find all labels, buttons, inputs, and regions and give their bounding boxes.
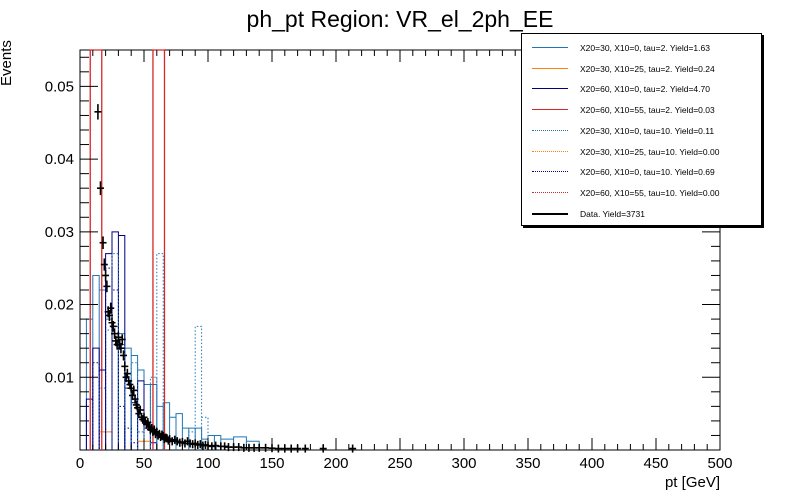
legend-label: X20=60, X10=55, tau=10. Yield=0.00	[580, 187, 720, 198]
legend-label: X20=30, X10=0, tau=2. Yield=1.63	[580, 43, 710, 53]
y-tick-label-0: 0.01	[45, 369, 74, 386]
legend-swatch	[532, 67, 568, 69]
x-tick-label-2: 100	[195, 455, 220, 472]
legend-swatch	[532, 150, 568, 152]
legend-entry: X20=60, X10=0, tau=2. Yield=4.70	[522, 79, 761, 99]
chart-title: ph_pt Region: VR_el_2ph_EE	[246, 6, 554, 32]
x-tick-label-10: 500	[707, 455, 732, 472]
legend-entry: X20=60, X10=55, tau=2. Yield=0.03	[522, 100, 761, 120]
legend-entry: Data. Yield=3731	[522, 204, 761, 224]
y-axis-label: Events	[0, 40, 15, 86]
legend-swatch	[532, 47, 568, 48]
legend-label: Data. Yield=3731	[580, 208, 645, 219]
legend-label: X20=60, X10=55, tau=2. Yield=0.03	[580, 105, 715, 116]
x-tick-label-0: 0	[76, 455, 84, 472]
legend-swatch	[532, 129, 568, 131]
legend-label: X20=60, X10=0, tau=10. Yield=0.69	[580, 167, 715, 178]
histogram-series-3	[89, 49, 166, 450]
legend-entry: X20=60, X10=0, tau=10. Yield=0.69	[522, 162, 761, 182]
legend-swatch	[532, 191, 568, 193]
x-tick-label-7: 350	[515, 455, 540, 472]
legend-swatch	[532, 212, 568, 215]
x-tick-label-8: 400	[579, 455, 604, 472]
histogram-series-6	[92, 267, 139, 450]
x-axis-label: pt [GeV]	[664, 474, 720, 491]
x-tick-label-5: 250	[387, 455, 412, 472]
y-tick-label-4: 0.05	[45, 78, 74, 95]
y-tick-label-2: 0.03	[45, 224, 74, 241]
x-tick-label-9: 450	[643, 455, 668, 472]
y-tick-label-3: 0.04	[45, 151, 74, 168]
legend-entry: X20=30, X10=0, tau=10. Yield=0.11	[522, 121, 761, 141]
legend: X20=30, X10=0, tau=2. Yield=1.63 X20=30, …	[521, 33, 762, 226]
legend-entry: X20=30, X10=25, tau=2. Yield=0.24	[522, 59, 761, 79]
x-tick-label-1: 50	[136, 455, 153, 472]
x-tick-label-4: 200	[323, 455, 348, 472]
legend-label: X20=30, X10=0, tau=10. Yield=0.11	[580, 125, 715, 136]
legend-swatch	[532, 171, 568, 173]
legend-swatch	[532, 88, 568, 90]
legend-entry: X20=60, X10=55, tau=10. Yield=0.00	[522, 183, 761, 203]
legend-entry: X20=30, X10=25, tau=10. Yield=0.00	[522, 142, 761, 162]
x-tick-label-3: 150	[259, 455, 284, 472]
legend-label: X20=60, X10=0, tau=2. Yield=4.70	[580, 84, 710, 95]
x-tick-label-6: 300	[451, 455, 476, 472]
legend-label: X20=30, X10=25, tau=10. Yield=0.00	[580, 146, 720, 157]
y-tick-label-1: 0.02	[45, 297, 74, 314]
legend-swatch	[532, 109, 568, 111]
legend-entry: X20=30, X10=0, tau=2. Yield=1.63	[522, 38, 761, 58]
legend-label: X20=30, X10=25, tau=2. Yield=0.24	[580, 63, 715, 74]
